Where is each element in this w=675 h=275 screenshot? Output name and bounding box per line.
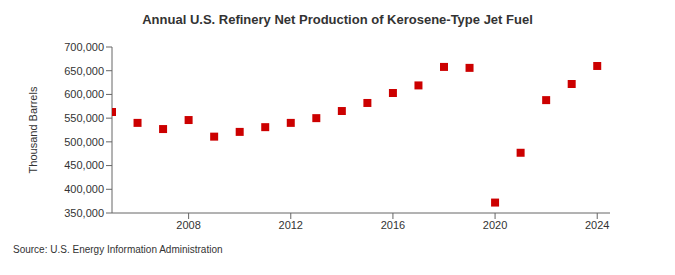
- svg-text:2024: 2024: [585, 219, 609, 231]
- svg-text:Thousand Barrels: Thousand Barrels: [27, 86, 39, 173]
- svg-text:2012: 2012: [279, 219, 303, 231]
- svg-text:550,000: 550,000: [64, 112, 104, 124]
- svg-text:450,000: 450,000: [64, 159, 104, 171]
- svg-text:400,000: 400,000: [64, 183, 104, 195]
- svg-text:500,000: 500,000: [64, 136, 104, 148]
- svg-text:700,000: 700,000: [64, 41, 104, 53]
- html-text:Annual U.S. Refinery Net Produ: Annual U.S. Refinery Net Production of K…: [142, 12, 533, 27]
- html-text:Source: U.S. Energy Informatio: Source: U.S. Energy Information Administ…: [13, 244, 223, 255]
- svg-text:2008: 2008: [176, 219, 200, 231]
- svg-text:2016: 2016: [381, 219, 405, 231]
- svg-text:350,000: 350,000: [64, 207, 104, 219]
- svg-text:650,000: 650,000: [64, 65, 104, 77]
- svg-text:600,000: 600,000: [64, 88, 104, 100]
- svg-text:2020: 2020: [483, 219, 507, 231]
